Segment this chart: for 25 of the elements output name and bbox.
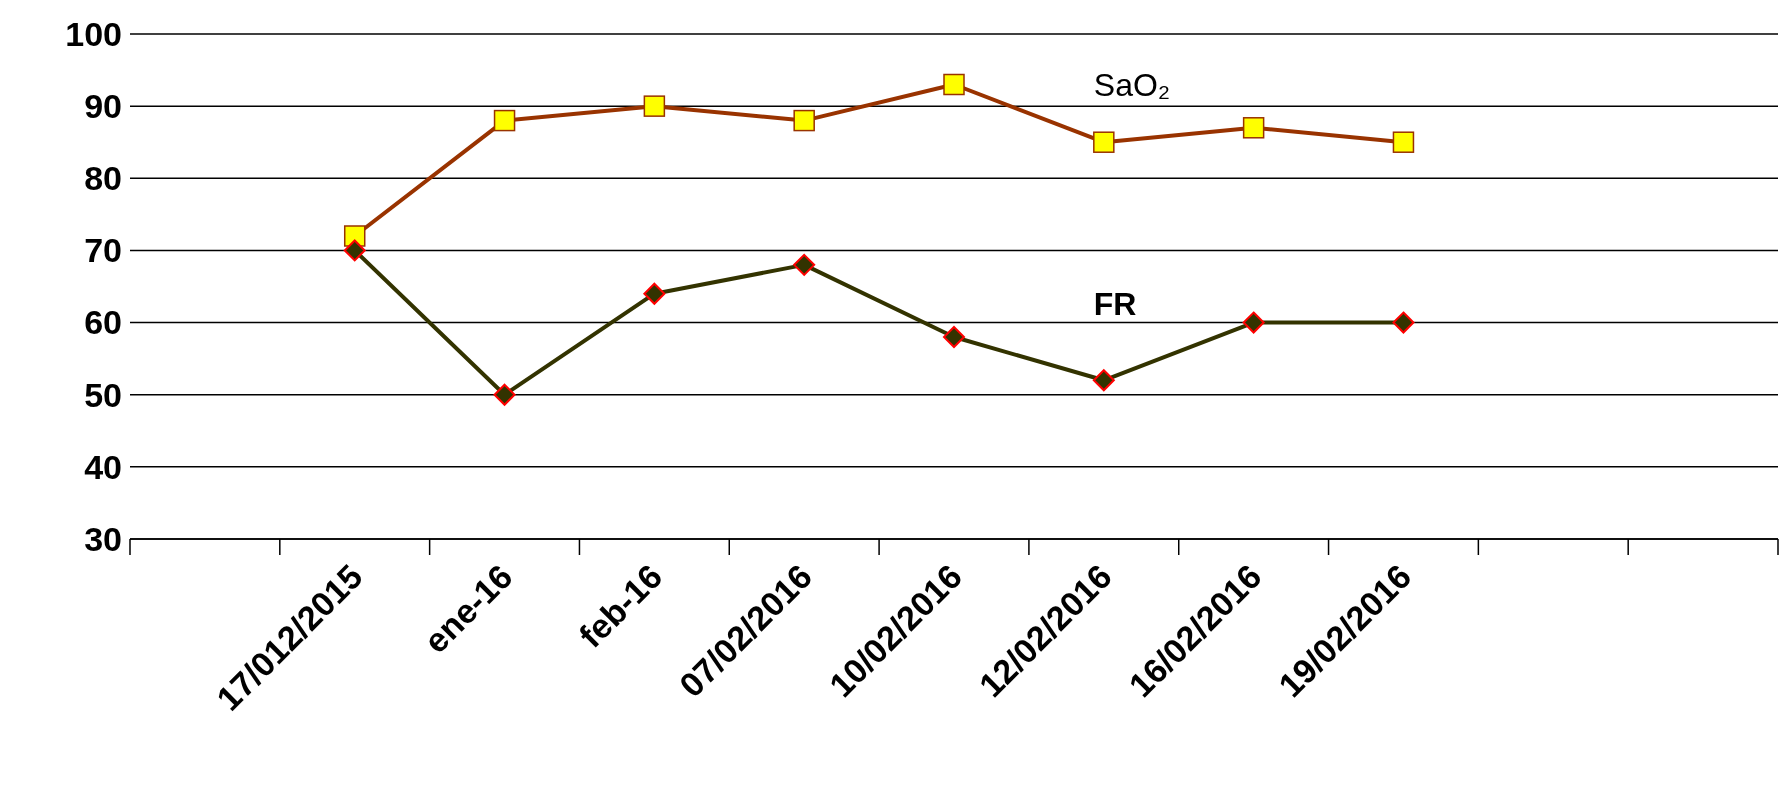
point: [793, 109, 815, 132]
point: [793, 253, 816, 276]
point: [1242, 117, 1265, 139]
point: [493, 383, 516, 406]
y-tick-label: 50: [84, 375, 122, 414]
y-tick-label: 70: [84, 231, 122, 270]
y-tick-label: 80: [84, 159, 122, 198]
point: [1092, 369, 1115, 392]
y-tick-label: 60: [84, 303, 122, 342]
point: [643, 95, 666, 117]
point: [1093, 131, 1115, 153]
point: [643, 282, 666, 305]
point: [943, 326, 965, 348]
point: [943, 73, 965, 96]
point: [343, 239, 366, 262]
y-tick-label: 100: [65, 14, 122, 53]
point: [1242, 311, 1265, 334]
series-label: FR: [1093, 285, 1137, 322]
y-tick-label: 40: [84, 447, 122, 486]
point: [1392, 131, 1415, 153]
point: [1392, 311, 1415, 334]
y-tick-label: 90: [84, 87, 122, 126]
y-tick-label: 30: [84, 519, 122, 558]
point: [493, 109, 516, 132]
series-label: SaO₂: [1093, 66, 1171, 103]
